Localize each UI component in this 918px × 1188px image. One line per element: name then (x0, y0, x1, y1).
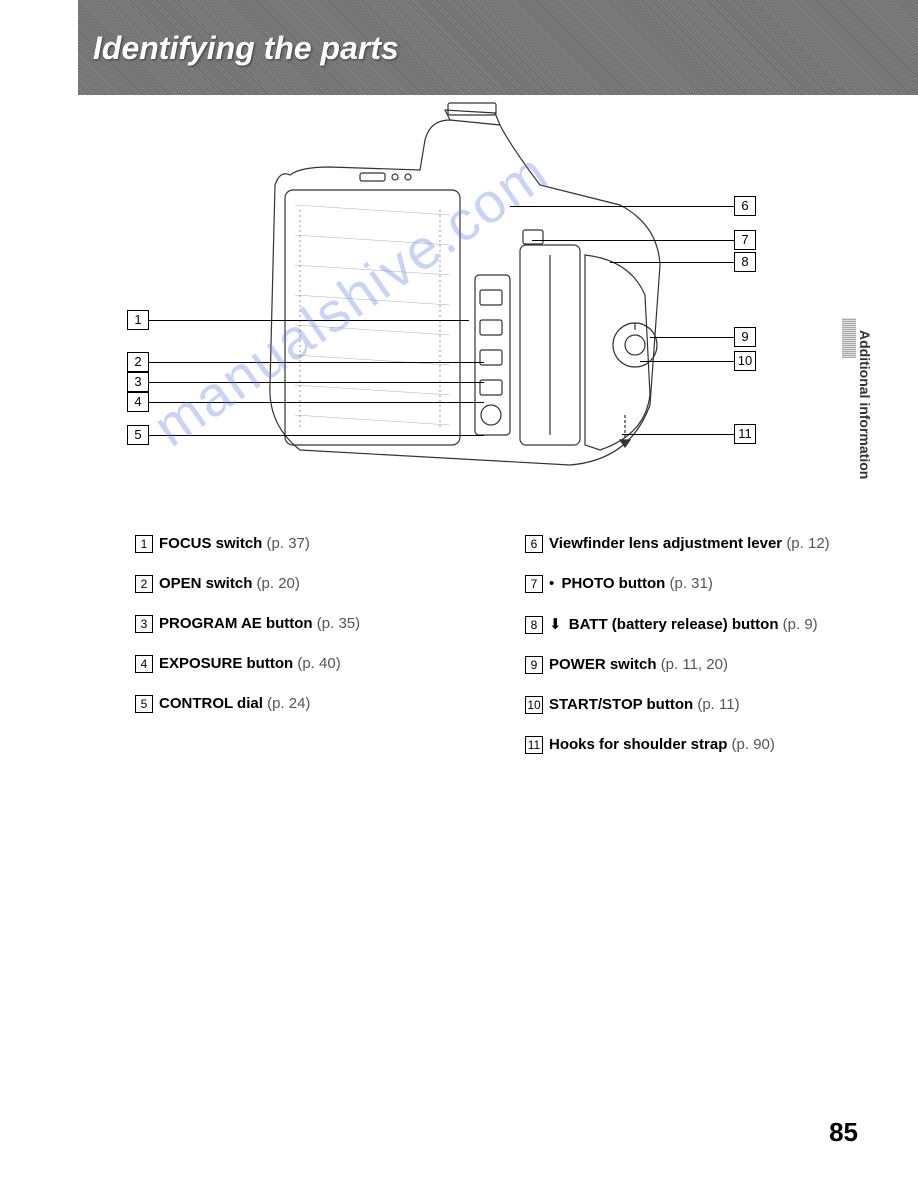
page-ref: (p. 35) (317, 615, 360, 632)
part-name: Viewfinder lens adjustment lever (549, 535, 782, 552)
page-ref: (p. 40) (297, 655, 340, 672)
item-number: 7 (525, 575, 543, 593)
item-number: 4 (135, 655, 153, 673)
list-item: 11 Hooks for shoulder strap (p. 90) (525, 736, 855, 754)
part-name: EXPOSURE button (159, 655, 293, 672)
callout-5: 5 (127, 425, 149, 445)
callout-line (149, 382, 484, 383)
callout-3: 3 (127, 372, 149, 392)
camera-illustration (230, 95, 690, 485)
list-item: 6 Viewfinder lens adjustment lever (p. 1… (525, 535, 855, 553)
callout-9: 9 (734, 327, 756, 347)
callout-line (149, 320, 469, 321)
item-number: 2 (135, 575, 153, 593)
callout-line (149, 435, 484, 436)
list-item: 8 ⬇ BATT (battery release) button (p. 9) (525, 615, 855, 634)
page-ref: (p. 9) (783, 616, 818, 633)
page-title: Identifying the parts (93, 30, 918, 67)
page-ref: (p. 20) (257, 575, 300, 592)
prefix-icon: • (549, 575, 554, 592)
page-ref: (p. 11, 20) (661, 656, 728, 673)
right-parts-column: 6 Viewfinder lens adjustment lever (p. 1… (525, 535, 855, 776)
page-number: 85 (829, 1117, 858, 1148)
callout-11: 11 (734, 424, 756, 444)
item-number: 8 (525, 616, 543, 634)
list-item: 3 PROGRAM AE button (p. 35) (135, 615, 465, 633)
list-item: 1 FOCUS switch (p. 37) (135, 535, 465, 553)
list-item: 5 CONTROL dial (p. 24) (135, 695, 465, 713)
part-name: FOCUS switch (159, 535, 262, 552)
list-item: 10 START/STOP button (p. 11) (525, 696, 855, 714)
page-ref: (p. 90) (732, 736, 775, 753)
item-number: 5 (135, 695, 153, 713)
list-item: 9 POWER switch (p. 11, 20) (525, 656, 855, 674)
part-name: OPEN switch (159, 575, 252, 592)
callout-7: 7 (734, 230, 756, 250)
callout-8: 8 (734, 252, 756, 272)
callout-line (650, 337, 734, 338)
part-name: Hooks for shoulder strap (549, 736, 727, 753)
side-tab-label: Additional information (857, 330, 873, 479)
callout-1: 1 (127, 310, 149, 330)
callout-10: 10 (734, 351, 756, 371)
item-number: 9 (525, 656, 543, 674)
side-decoration (842, 318, 856, 358)
part-name: PHOTO button (561, 575, 665, 592)
page-ref: (p. 11) (697, 696, 739, 713)
page-ref: (p. 31) (669, 575, 712, 592)
callout-line (640, 361, 734, 362)
callout-line (610, 262, 734, 263)
page-ref: (p. 24) (267, 695, 310, 712)
page-ref: (p. 12) (786, 535, 829, 552)
callout-line (622, 434, 734, 435)
part-name: BATT (battery release) button (569, 616, 779, 633)
list-item: 4 EXPOSURE button (p. 40) (135, 655, 465, 673)
part-name: CONTROL dial (159, 695, 263, 712)
parts-lists: 1 FOCUS switch (p. 37) 2 OPEN switch (p.… (135, 535, 918, 776)
callout-line (149, 362, 484, 363)
left-parts-column: 1 FOCUS switch (p. 37) 2 OPEN switch (p.… (135, 535, 465, 776)
callout-4: 4 (127, 392, 149, 412)
callout-line (149, 402, 484, 403)
diagram-container: 1 2 3 4 5 6 7 8 9 10 11 (0, 95, 918, 495)
page-ref: (p. 37) (267, 535, 310, 552)
item-number: 10 (525, 696, 543, 714)
callout-line (510, 206, 734, 207)
list-item: 7 • PHOTO button (p. 31) (525, 575, 855, 593)
callout-6: 6 (734, 196, 756, 216)
callout-2: 2 (127, 352, 149, 372)
item-number: 11 (525, 736, 543, 754)
part-name: POWER switch (549, 656, 657, 673)
part-name: PROGRAM AE button (159, 615, 313, 632)
item-number: 6 (525, 535, 543, 553)
item-number: 3 (135, 615, 153, 633)
list-item: 2 OPEN switch (p. 20) (135, 575, 465, 593)
part-name: START/STOP button (549, 696, 693, 713)
callout-line (532, 240, 734, 241)
header-band: Identifying the parts (78, 0, 918, 95)
prefix-icon: ⬇ (549, 616, 562, 633)
item-number: 1 (135, 535, 153, 553)
